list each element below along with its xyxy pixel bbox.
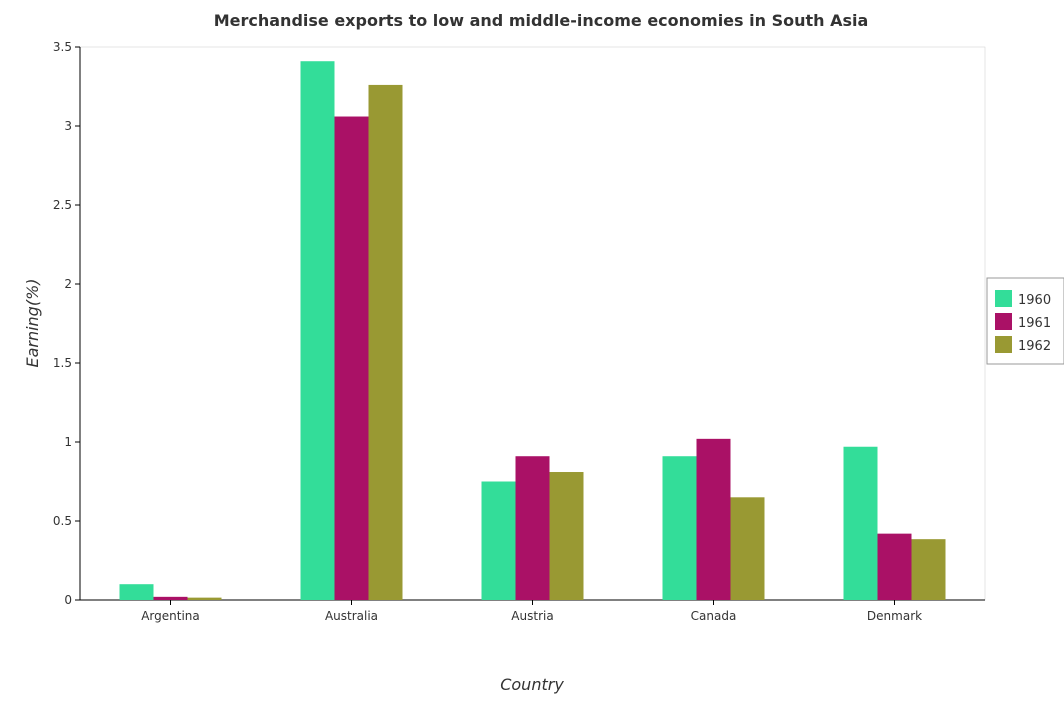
bar-1960-canada [662, 456, 697, 600]
bar-1961-denmark [877, 533, 912, 600]
x-tick-label: Australia [325, 609, 378, 623]
bar-1962-argentina [187, 597, 222, 600]
bar-1961-australia [334, 116, 369, 601]
x-tick-label: Canada [691, 609, 737, 623]
bar-1962-australia [368, 84, 403, 601]
y-axis: 0 0.5 1 1.5 2 2.5 3 3.5 [53, 40, 81, 607]
bar-1961-canada [696, 438, 731, 600]
x-tick-label: Austria [511, 609, 553, 623]
y-tick-label: 0.5 [53, 514, 72, 528]
legend-swatch [995, 336, 1012, 353]
legend-label: 1962 [1018, 339, 1051, 354]
legend-label: 1960 [1018, 293, 1051, 308]
y-tick-label: 2.5 [53, 198, 72, 212]
x-axis-label: Country [500, 675, 564, 694]
bar-1962-canada [730, 497, 765, 600]
bar-1961-austria [515, 456, 550, 600]
y-tick-label: 1 [64, 435, 72, 449]
x-axis: Argentina Australia Austria Canada Denmark [80, 599, 985, 623]
bar-1960-austria [481, 481, 516, 600]
y-tick-label: 3 [64, 119, 72, 133]
legend: 1960 1961 1962 [986, 277, 1064, 365]
legend-swatch [995, 313, 1012, 330]
y-tick-label: 1.5 [53, 356, 72, 370]
legend-label: 1961 [1018, 316, 1051, 331]
x-tick-label: Argentina [141, 609, 200, 623]
y-tick-label: 0 [64, 593, 72, 607]
bar-1961-argentina [153, 596, 188, 600]
y-axis-label: Earning(%) [23, 278, 42, 367]
y-tick-label: 3.5 [53, 40, 72, 54]
bar-1960-denmark [843, 446, 878, 600]
bar-1960-argentina [119, 584, 154, 600]
bar-1962-denmark [911, 539, 946, 600]
bar-1962-austria [549, 472, 584, 600]
bar-1960-australia [300, 61, 335, 601]
chart-title: Merchandise exports to low and middle-in… [214, 11, 869, 30]
x-tick-label: Denmark [867, 609, 922, 623]
y-tick-label: 2 [64, 277, 72, 291]
legend-swatch [995, 290, 1012, 307]
bars [119, 61, 946, 601]
